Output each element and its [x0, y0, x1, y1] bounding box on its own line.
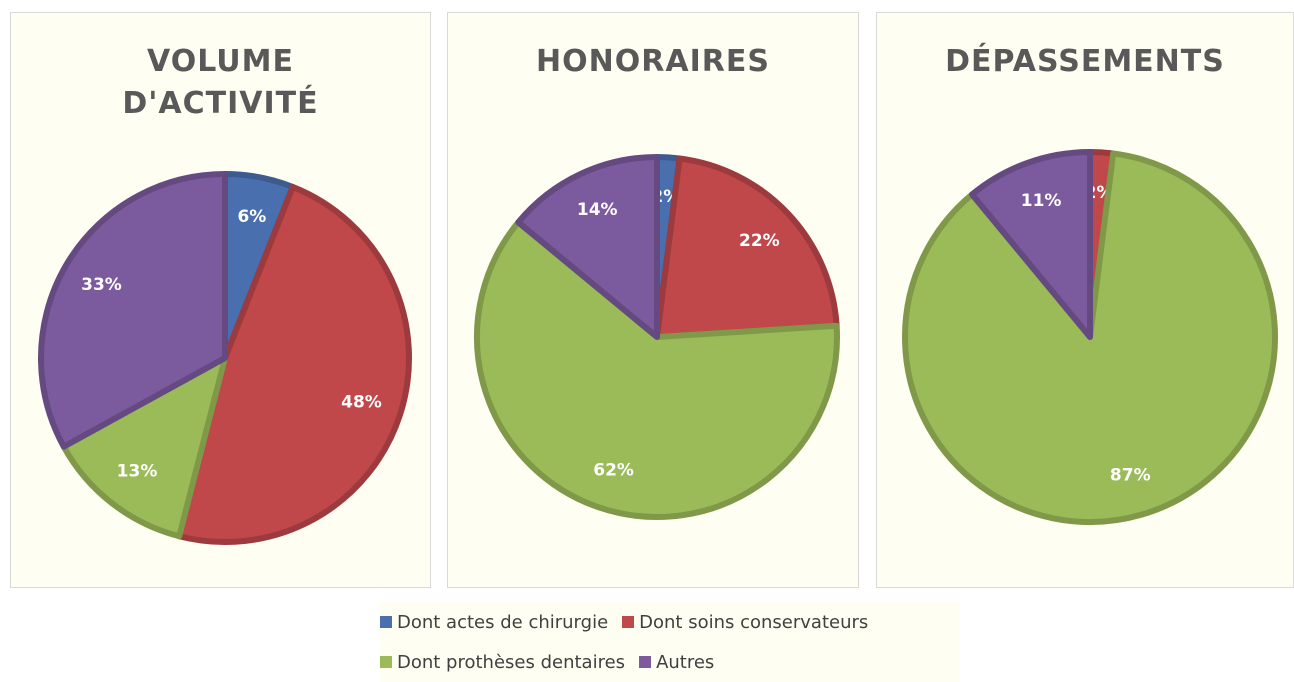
chart-title: VOLUME D'ACTIVITÉ	[122, 44, 319, 121]
pie-slice	[969, 149, 1093, 340]
data-label: 48%	[341, 392, 382, 412]
data-label: 13%	[117, 461, 158, 481]
data-label: 14%	[577, 200, 618, 220]
legend: Dont actes de chirurgie Dont soins conser…	[380, 602, 960, 682]
pie-slice	[515, 154, 660, 340]
legend-item: Autres	[639, 642, 714, 682]
chart-title: HONORAIRES	[536, 44, 770, 79]
pie-slice	[654, 155, 840, 340]
data-label: 87%	[1110, 466, 1151, 486]
pie-slice	[176, 183, 412, 545]
data-label: 62%	[593, 461, 634, 481]
legend-swatch	[622, 616, 635, 628]
chart-title: DÉPASSEMENTS	[945, 44, 1225, 79]
pie-slice	[60, 355, 228, 540]
legend-item: Dont soins conservateurs	[622, 602, 868, 642]
legend-label: Autres	[656, 651, 715, 673]
legend-item: Dont prothèses dentaires	[380, 642, 625, 682]
legend-label: Dont soins conservateurs	[639, 611, 869, 633]
legend-label: Dont actes de chirurgie	[397, 611, 609, 633]
data-label: 6%	[237, 207, 266, 227]
pie-slice	[474, 219, 840, 520]
legend-swatch	[380, 616, 392, 628]
data-label: 33%	[81, 275, 122, 295]
data-label: 22%	[739, 231, 780, 251]
legend-swatch	[639, 656, 652, 668]
data-label: 11%	[1021, 191, 1062, 211]
legend-item: Dont actes de chirurgie	[380, 602, 608, 642]
legend-label: Dont prothèses dentaires	[397, 651, 626, 673]
legend-swatch	[380, 656, 392, 668]
pie-slice	[38, 171, 228, 450]
